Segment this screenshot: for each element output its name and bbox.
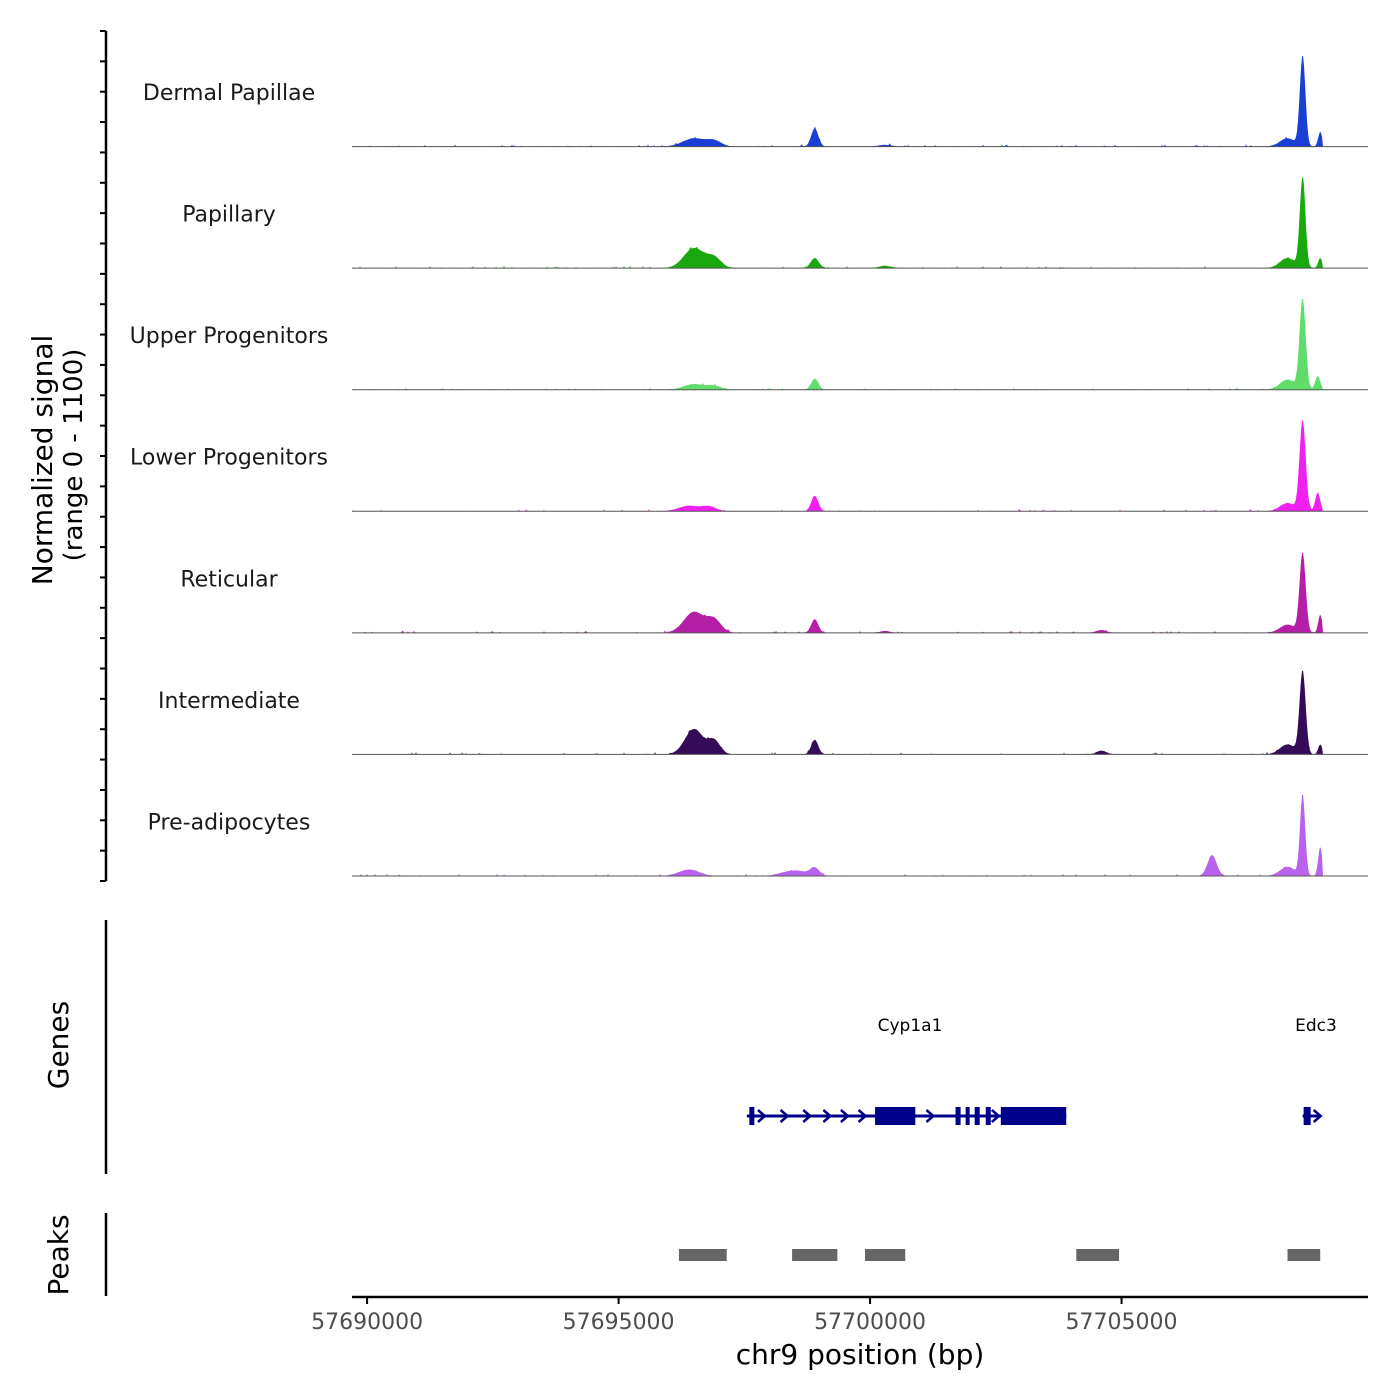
track-pre-adipocytes: Pre-adipocytes bbox=[148, 794, 1368, 877]
track-label: Pre-adipocytes bbox=[148, 810, 311, 835]
genes-panel: Cyp1a1 Edc3 bbox=[746, 1016, 1337, 1125]
track-papillary: Papillary bbox=[182, 177, 1368, 269]
track-upper-progenitors: Upper Progenitors bbox=[130, 298, 1368, 391]
peak-region bbox=[792, 1249, 838, 1261]
strand-arrow bbox=[990, 1109, 1001, 1123]
exon bbox=[974, 1107, 980, 1125]
track-label: Reticular bbox=[180, 567, 278, 592]
gene-cyp1a1: Cyp1a1 bbox=[746, 1016, 1067, 1125]
track-label: Intermediate bbox=[158, 689, 300, 714]
peak-region bbox=[1287, 1249, 1321, 1261]
strand-arrow bbox=[1312, 1109, 1323, 1123]
track-label: Upper Progenitors bbox=[130, 324, 329, 349]
peak-region bbox=[678, 1249, 727, 1261]
track-lower-progenitors: Lower Progenitors bbox=[130, 420, 1368, 512]
x-axis-label: chr9 position (bp) bbox=[736, 1338, 985, 1371]
exon bbox=[749, 1107, 755, 1125]
track-label: Papillary bbox=[182, 203, 276, 228]
track-label: Dermal Papillae bbox=[143, 81, 315, 106]
peaks-panel-label: Peaks bbox=[42, 1214, 75, 1295]
peaks-panel bbox=[678, 1249, 1321, 1261]
exon bbox=[1000, 1107, 1067, 1125]
x-tick-label: 57705000 bbox=[1066, 1310, 1178, 1335]
gene-label: Edc3 bbox=[1295, 1016, 1337, 1036]
gene-label: Cyp1a1 bbox=[878, 1016, 943, 1036]
signal-area bbox=[352, 55, 1368, 147]
strand-arrow bbox=[779, 1109, 790, 1123]
track-reticular: Reticular bbox=[180, 552, 1368, 634]
signal-area bbox=[352, 177, 1368, 269]
peak-region bbox=[865, 1249, 906, 1261]
strand-arrow bbox=[802, 1109, 813, 1123]
strand-arrow bbox=[822, 1109, 833, 1123]
track-label: Lower Progenitors bbox=[130, 446, 328, 471]
signal-area bbox=[352, 298, 1368, 390]
gene-edc3: Edc3 bbox=[1295, 1016, 1337, 1125]
signal-area bbox=[352, 552, 1368, 633]
exon bbox=[965, 1107, 970, 1125]
x-tick-label: 57695000 bbox=[563, 1310, 675, 1335]
exon bbox=[955, 1107, 961, 1125]
exon bbox=[875, 1107, 916, 1125]
axes: 57690000 57695000 57700000 57705000 bbox=[100, 30, 1368, 1335]
peak-region bbox=[1076, 1249, 1120, 1261]
strand-arrow bbox=[840, 1109, 850, 1123]
signal-area bbox=[352, 670, 1368, 755]
x-tick-label: 57690000 bbox=[311, 1310, 423, 1335]
signal-area bbox=[352, 420, 1368, 512]
signal-tracks: Dermal Papillae Papillary Upper Progenitor… bbox=[130, 55, 1368, 877]
genes-panel-label: Genes bbox=[42, 1001, 75, 1089]
exon bbox=[1303, 1107, 1311, 1125]
y-axis-label-line1: Normalized signal bbox=[26, 335, 59, 586]
strand-arrow bbox=[925, 1109, 936, 1123]
track-intermediate: Intermediate bbox=[158, 670, 1368, 755]
strand-arrow bbox=[857, 1109, 868, 1123]
y-axis-label-line2: (range 0 - 1100) bbox=[59, 349, 89, 562]
strand-arrow bbox=[757, 1109, 767, 1123]
track-dermal-papillae: Dermal Papillae bbox=[143, 55, 1368, 148]
x-tick-label: 57700000 bbox=[814, 1310, 926, 1335]
signal-area bbox=[352, 794, 1368, 876]
exon bbox=[985, 1107, 991, 1125]
